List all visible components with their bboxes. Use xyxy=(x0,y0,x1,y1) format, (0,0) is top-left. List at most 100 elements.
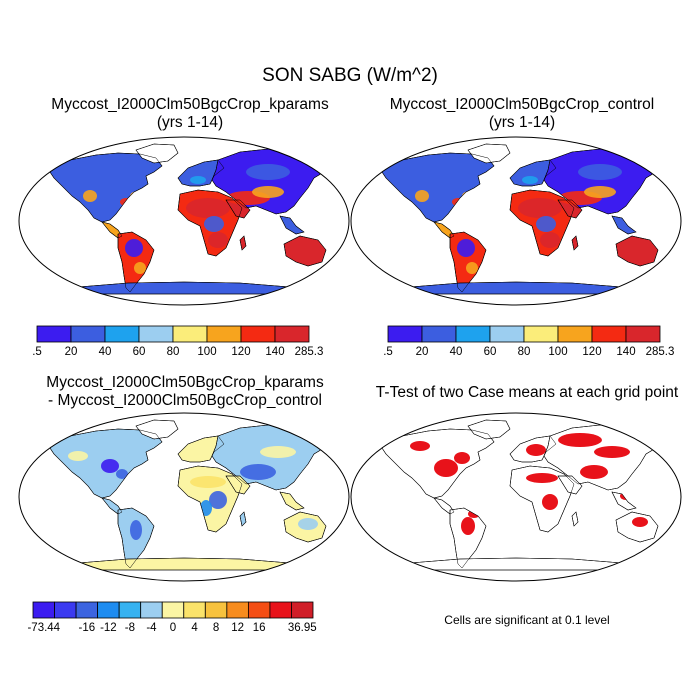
panel-3-title: Myccost_I2000Clm50BgcCrop_kparams - Mycc… xyxy=(10,374,360,410)
colorbar-swatch xyxy=(240,325,276,343)
colorbar-swatch xyxy=(625,325,661,343)
significant-region xyxy=(454,452,470,464)
coastline xyxy=(101,497,123,515)
significant-region xyxy=(558,433,602,447)
significant-region xyxy=(526,473,558,483)
coastline xyxy=(379,152,495,223)
coastline xyxy=(47,428,163,499)
coastline xyxy=(117,231,155,293)
value-patch xyxy=(252,186,284,198)
value-patch xyxy=(457,239,475,257)
coastline xyxy=(615,511,659,543)
colorbar-label: 285.3 xyxy=(295,346,324,358)
colorbar-swatch xyxy=(183,601,206,619)
value-patch xyxy=(186,198,230,218)
difference-patch xyxy=(190,476,226,488)
coastline xyxy=(283,235,327,267)
coastline xyxy=(239,511,247,527)
panel-1-title-line1: Myccost_I2000Clm50BgcCrop_kparams xyxy=(51,96,329,113)
colorbar-label: 40 xyxy=(450,346,463,358)
coastline xyxy=(467,419,511,440)
colorbar-label: 16 xyxy=(253,622,266,634)
colorbar-swatch xyxy=(489,325,525,343)
colorbar-swatch xyxy=(54,601,77,619)
colorbar-swatch xyxy=(206,325,242,343)
colorbar-difference: -73.44 -16 -12 -8 -4 0 4 8 12 16 36.95 xyxy=(27,601,317,634)
value-patch xyxy=(540,232,560,248)
coastline xyxy=(509,435,557,463)
colorbar-label: -16 xyxy=(79,622,96,634)
land-newZealand xyxy=(663,535,671,549)
coastline xyxy=(331,259,339,273)
colorbar-label: 60 xyxy=(133,346,146,358)
colorbar-label: 120 xyxy=(231,346,250,358)
colorbar-label: 80 xyxy=(167,346,180,358)
difference-patch xyxy=(101,459,119,473)
panel-1-title: Myccost_I2000Clm50BgcCrop_kparams (yrs 1… xyxy=(20,96,360,132)
land-newZealand xyxy=(331,535,339,549)
land-newZealand xyxy=(331,259,339,273)
coastline xyxy=(449,507,487,569)
panel-4-title-line1: T-Test of two Case means at each grid po… xyxy=(375,384,679,401)
value-patch xyxy=(415,190,429,202)
colorbar-swatch xyxy=(118,601,142,619)
coastline xyxy=(135,143,179,164)
coastline xyxy=(225,199,251,219)
colorbar-label: 4 xyxy=(191,622,198,634)
coastline xyxy=(117,507,155,569)
colorbar-swatch xyxy=(291,601,314,619)
map-panel-kparams xyxy=(18,136,350,306)
colorbar-swatch xyxy=(140,601,163,619)
colorbar-label: 20 xyxy=(65,346,78,358)
value-patch xyxy=(190,176,206,184)
difference-patch xyxy=(260,446,296,458)
panel-4-title: T-Test of two Case means at each grid po… xyxy=(362,384,692,402)
difference-patch xyxy=(298,518,318,530)
value-patch xyxy=(536,216,556,232)
coastline xyxy=(615,235,659,267)
coastline xyxy=(611,215,637,235)
colorbar-swatch xyxy=(32,601,55,619)
difference-patch xyxy=(116,469,128,479)
coastline xyxy=(509,465,575,533)
colorbar-swatch xyxy=(557,325,593,343)
value-patch xyxy=(518,198,562,218)
significant-region xyxy=(632,517,648,527)
coastline xyxy=(177,435,225,463)
map-border xyxy=(350,412,682,582)
colorbar-label: 100 xyxy=(197,346,216,358)
map-panel-control xyxy=(350,136,682,306)
colorbar-label: .5 xyxy=(32,346,42,358)
difference-patch xyxy=(240,464,276,480)
colorbar-kparams: .5 20 40 60 80 100 120 140 285.3 xyxy=(32,325,323,358)
significant-region xyxy=(542,494,558,510)
map-border xyxy=(350,136,682,306)
colorbar-swatch xyxy=(591,325,627,343)
significant-region xyxy=(594,446,630,458)
value-patch xyxy=(83,190,97,202)
coastline xyxy=(177,189,243,257)
colorbar-label: 140 xyxy=(265,346,284,358)
land-newZealand xyxy=(663,259,671,273)
significant-region xyxy=(434,459,458,477)
coastline xyxy=(557,199,583,219)
colorbar-swatch xyxy=(274,325,310,343)
value-patch xyxy=(125,239,143,257)
colorbar-label: 0 xyxy=(170,622,176,634)
colorbar-control: .5 20 40 60 80 100 120 140 285.3 xyxy=(383,325,674,358)
coastline xyxy=(449,231,487,293)
colorbar-label: 120 xyxy=(582,346,601,358)
colorbar-label: 12 xyxy=(231,622,244,634)
value-patch xyxy=(584,186,616,198)
coastline xyxy=(239,235,247,251)
difference-patch xyxy=(209,491,227,509)
colorbar-label: 36.95 xyxy=(288,622,317,634)
coastline xyxy=(571,511,579,527)
coastline xyxy=(225,475,251,495)
colorbar-label: -8 xyxy=(125,622,135,634)
colorbar-swatch xyxy=(138,325,174,343)
coastline xyxy=(177,159,225,187)
coastline xyxy=(571,235,579,251)
colorbar-label: 60 xyxy=(484,346,497,358)
map-border xyxy=(18,412,350,582)
